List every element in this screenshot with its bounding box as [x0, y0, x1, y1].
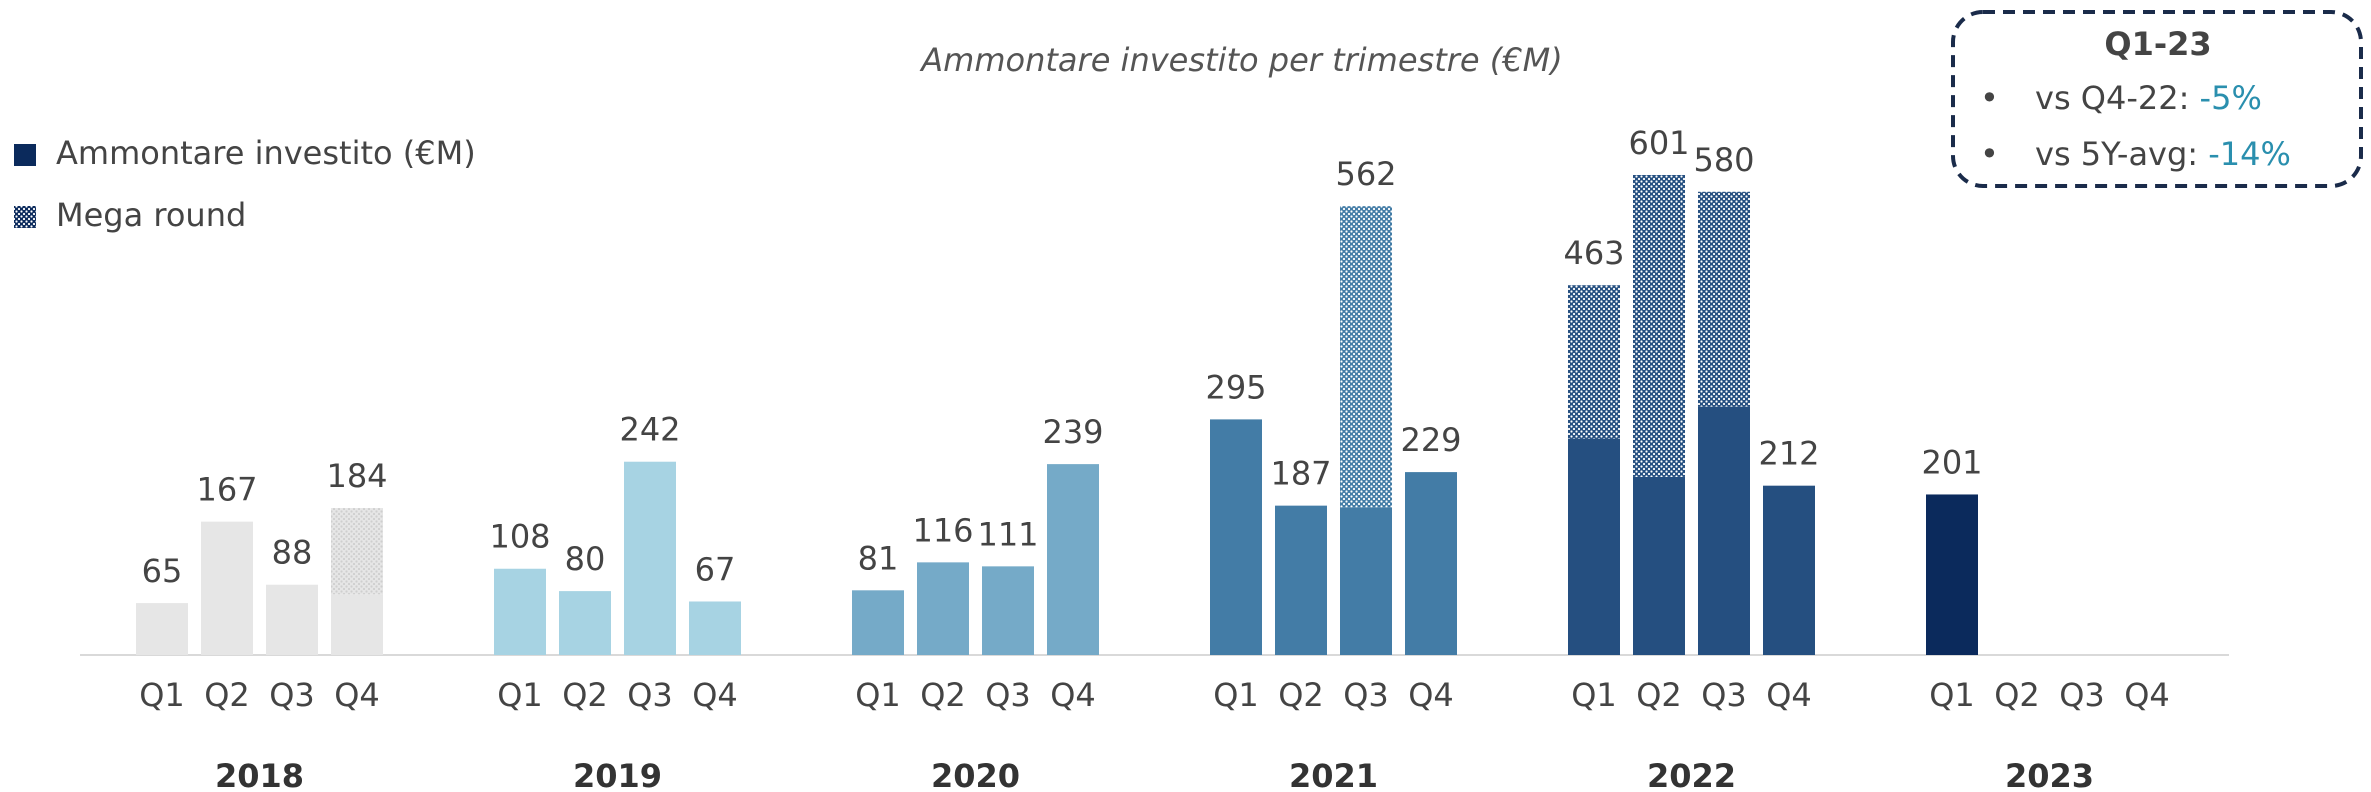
x-tick-label: Q3 — [269, 676, 315, 714]
x-tick-label: Q4 — [1766, 676, 1812, 714]
callout-label: vs Q4-22: -5% — [2035, 79, 2262, 117]
x-tick-label: Q3 — [1343, 676, 1389, 714]
x-tick-label: Q1 — [1571, 676, 1617, 714]
mega-bar — [1698, 191, 1750, 407]
bullet: • — [1980, 135, 1999, 173]
data-label: 187 — [1270, 455, 1331, 493]
bar — [1633, 476, 1685, 655]
x-tick-label: Q3 — [627, 676, 673, 714]
data-label: 242 — [619, 411, 680, 449]
bar — [331, 594, 383, 655]
x-tick-label: Q1 — [1213, 676, 1259, 714]
data-label: 463 — [1563, 234, 1624, 272]
data-label: 67 — [695, 550, 736, 588]
data-label: 562 — [1335, 155, 1396, 193]
callout-label: vs Q4-22: — [2035, 79, 2189, 117]
bar — [136, 603, 188, 655]
data-label: 212 — [1758, 435, 1819, 473]
mega-bar — [1568, 285, 1620, 439]
bar — [1698, 406, 1750, 655]
callout-value: -14% — [2208, 135, 2291, 173]
bar — [1047, 464, 1099, 655]
x-tick-label: Q1 — [139, 676, 185, 714]
data-label: 601 — [1628, 124, 1689, 162]
x-tick-label: Q2 — [1636, 676, 1682, 714]
bar — [266, 584, 318, 655]
legend-swatch — [14, 144, 36, 166]
x-tick-label: Q4 — [2124, 676, 2170, 714]
x-tick-label: Q4 — [1050, 676, 1096, 714]
data-label: 108 — [489, 518, 550, 556]
data-label: 239 — [1042, 413, 1103, 451]
bar — [559, 591, 611, 655]
mega-bar — [331, 508, 383, 595]
data-label: 116 — [912, 511, 973, 549]
legend-label: Ammontare investito (€M) — [56, 134, 476, 172]
year-label: 2022 — [1647, 757, 1736, 792]
legend-label: Mega round — [56, 196, 246, 234]
bar — [201, 521, 253, 655]
bar — [494, 568, 546, 655]
data-label: 295 — [1205, 368, 1266, 406]
data-label: 229 — [1400, 421, 1461, 459]
bar — [1568, 438, 1620, 655]
x-tick-label: Q2 — [204, 676, 250, 714]
x-tick-label: Q2 — [1994, 676, 2040, 714]
bar — [1210, 419, 1262, 655]
year-label: 2018 — [215, 757, 304, 792]
x-tick-label: Q2 — [920, 676, 966, 714]
x-tick-label: Q4 — [1408, 676, 1454, 714]
bar — [1405, 472, 1457, 655]
x-tick-label: Q3 — [985, 676, 1031, 714]
data-label: 88 — [272, 534, 313, 572]
callout-label: vs 5Y-avg: -14% — [2035, 135, 2291, 173]
data-label: 111 — [977, 515, 1038, 553]
legend-swatch — [14, 206, 36, 228]
data-label: 201 — [1921, 443, 1982, 481]
bar — [624, 461, 676, 655]
data-label: 184 — [326, 457, 387, 495]
bullet: • — [1980, 79, 1999, 117]
bar — [917, 562, 969, 655]
x-tick-label: Q4 — [692, 676, 738, 714]
bar — [689, 601, 741, 655]
data-label: 167 — [196, 471, 257, 509]
data-label: 580 — [1693, 141, 1754, 179]
bar — [982, 566, 1034, 655]
x-tick-label: Q3 — [2059, 676, 2105, 714]
mega-bar — [1340, 206, 1392, 508]
x-tick-label: Q4 — [334, 676, 380, 714]
year-label: 2023 — [2005, 757, 2094, 792]
callout-title: Q1-23 — [2104, 25, 2211, 63]
x-tick-label: Q3 — [1701, 676, 1747, 714]
x-tick-label: Q1 — [855, 676, 901, 714]
bar — [852, 590, 904, 655]
callout-box — [1951, 10, 2363, 188]
x-tick-label: Q1 — [497, 676, 543, 714]
data-label: 80 — [565, 540, 606, 578]
bar — [1763, 485, 1815, 655]
x-tick-label: Q1 — [1929, 676, 1975, 714]
year-label: 2021 — [1289, 757, 1378, 792]
x-tick-label: Q2 — [1278, 676, 1324, 714]
mega-bar — [1633, 175, 1685, 477]
data-label: 81 — [858, 539, 899, 577]
bar — [1926, 494, 1978, 655]
bar — [1275, 505, 1327, 655]
x-tick-label: Q2 — [562, 676, 608, 714]
year-label: 2020 — [931, 757, 1020, 792]
year-label: 2019 — [573, 757, 662, 792]
chart-title: Ammontare investito per trimestre (€M) — [919, 41, 1562, 79]
data-label: 65 — [142, 552, 183, 590]
bar — [1340, 507, 1392, 655]
callout-label: vs 5Y-avg: — [2035, 135, 2198, 173]
callout-value: -5% — [2200, 79, 2262, 117]
